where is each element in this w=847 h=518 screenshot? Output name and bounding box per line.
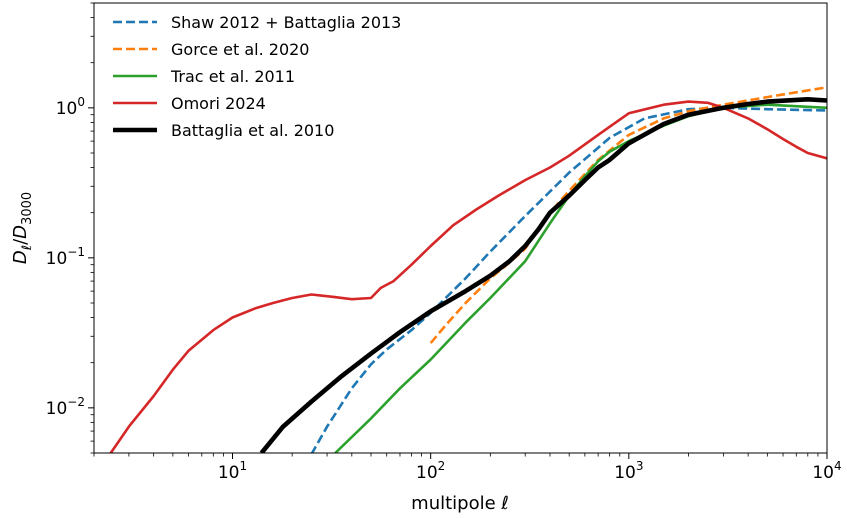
x-axis-label-text: multipole [411, 493, 496, 514]
y-tick-label: 10−2 [46, 395, 85, 419]
y-axis-label: Dℓ/D3000 [10, 192, 35, 264]
x-tick-exp: 2 [438, 459, 446, 473]
y-tick-exp: −1 [67, 245, 85, 259]
legend-label-3: Omori 2024 [171, 94, 266, 113]
legend: Shaw 2012 + Battaglia 2013 Gorce et al. 2… [113, 13, 401, 140]
x-tick-base: 10 [812, 463, 834, 483]
x-tick-label: 101 [218, 459, 247, 483]
x-tick-label: 103 [614, 459, 643, 483]
x-tick-base: 10 [218, 463, 240, 483]
series-layer [109, 86, 827, 453]
y-tick-base: 10 [46, 249, 68, 269]
legend-label-1: Gorce et al. 2020 [171, 40, 309, 59]
x-tick-exp: 3 [636, 459, 644, 473]
y-label-numerator: D [10, 250, 31, 264]
y-tick-exp: 0 [77, 95, 85, 109]
y-label-slash: / [10, 238, 31, 245]
legend-label-4: Battaglia et al. 2010 [171, 121, 334, 140]
y-label-numerator-sub: ℓ [20, 245, 35, 251]
x-tick-base: 10 [614, 463, 636, 483]
y-label-denominator-sub: 3000 [20, 192, 35, 225]
x-tick-exp: 1 [240, 459, 248, 473]
y-tick-exp: −2 [67, 395, 85, 409]
x-tick-base: 10 [416, 463, 438, 483]
series-line-4 [259, 97, 827, 453]
legend-label-0: Shaw 2012 + Battaglia 2013 [171, 13, 401, 32]
y-tick-label: 100 [56, 95, 85, 119]
legend-label-2: Trac et al. 2011 [170, 67, 295, 86]
series-line-1 [429, 86, 827, 344]
y-tick-base: 10 [46, 399, 68, 419]
y-tick-label: 10−1 [46, 245, 85, 269]
x-tick-exp: 4 [834, 459, 842, 473]
y-tick-base: 10 [56, 99, 78, 119]
x-tick-label: 104 [812, 459, 841, 483]
x-axis-label: multipole ℓ [411, 493, 509, 514]
plot-frame [93, 2, 828, 454]
x-axis-label-symbol: ℓ [500, 493, 508, 514]
x-tick-label: 102 [416, 459, 445, 483]
y-label-denominator: D [10, 225, 31, 239]
plot-background [94, 3, 827, 453]
